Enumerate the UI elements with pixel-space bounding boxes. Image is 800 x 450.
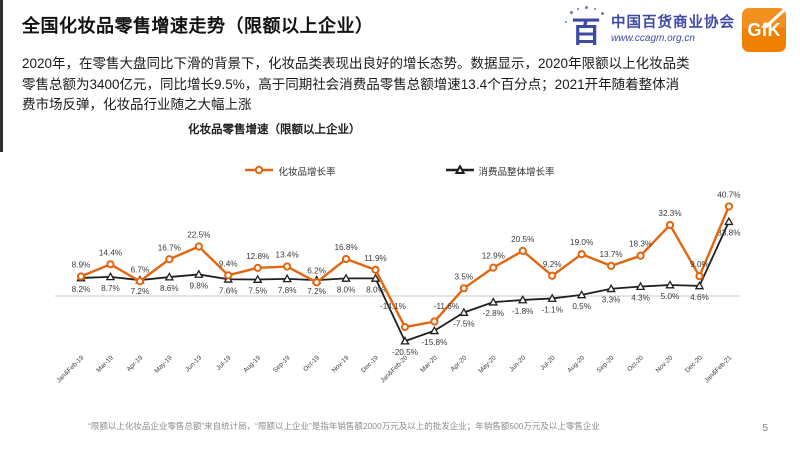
data-point-label: 6.2% [307, 266, 326, 275]
data-point-label: 11.9% [364, 254, 387, 263]
data-point-label: 6.7% [131, 265, 150, 274]
legend-item-consumer-goods: 消费品整体增长率 [445, 163, 555, 178]
x-axis-tick-label: Aug-20 [566, 354, 586, 374]
x-axis-tick-label: Jun-19 [184, 354, 203, 373]
logo-dot [565, 21, 567, 23]
legend-label: 化妆品增长率 [278, 167, 336, 178]
data-point-label: 9.4% [219, 259, 238, 268]
data-point-label: 8.7% [101, 284, 120, 293]
data-point-label: -2.8% [483, 309, 504, 318]
x-axis-tick-label: Sep-19 [272, 354, 292, 374]
data-point-label: 13.4% [276, 251, 299, 260]
data-point-label: 7.2% [131, 287, 150, 296]
logo-group: 百 中国百货商业协会 www.ccagm.org.cn GfK [565, 6, 786, 52]
legend-item-cosmetics: 化妆品增长率 [245, 164, 336, 178]
data-point-label: 8.6% [160, 284, 179, 293]
x-axis-tick-label: Mar-19 [95, 354, 115, 374]
data-point-label: -20.5% [392, 348, 418, 357]
data-point-label: 7.5% [248, 287, 267, 296]
logo-dot [577, 8, 579, 10]
x-axis-tick-label: Jan&Feb-19 [55, 354, 85, 384]
data-point-label: 5.0% [661, 292, 680, 301]
association-url: www.ccagm.org.cn [611, 33, 695, 45]
logo-dot [594, 8, 596, 10]
association-mark-glyph: 百 [571, 17, 601, 49]
x-axis-tick-label: Aug-19 [242, 354, 262, 374]
chart-title: 化妆品零售增速（限额以上企业） [188, 124, 361, 136]
logo-dot [570, 11, 573, 14]
x-axis-tick-label: May-20 [477, 354, 498, 375]
page-title: 全国化妆品零售增速走势（限额以上企业） [22, 16, 374, 36]
data-point-label: -1.8% [512, 307, 533, 316]
data-point-label: -7.5% [453, 320, 474, 329]
data-point-label: 9.8% [189, 281, 208, 290]
data-point-label: 12.9% [482, 252, 505, 261]
data-point-label: 7.8% [278, 286, 297, 295]
association-logo-icon: 百 [565, 6, 604, 51]
x-axis-tick-label: Nov-19 [331, 354, 351, 374]
data-point-label: 22.5% [187, 231, 210, 240]
x-axis-tick-label: Dec-19 [360, 354, 380, 374]
page-number: 5 [762, 423, 768, 434]
x-axis-tick-label: Jan&Feb-21 [703, 354, 733, 384]
x-axis-tick-label: Apr-20 [450, 354, 469, 373]
data-point-label: 12.8% [246, 252, 269, 261]
x-axis-tick-label: Jul-20 [539, 354, 557, 372]
data-point-label: 32.3% [658, 209, 681, 218]
gfk-logo-label: GfK [747, 19, 781, 40]
x-axis-tick-label: Nov-20 [655, 354, 675, 374]
data-point-label: 40.7% [717, 190, 740, 199]
chart-legend: 化妆品增长率 消费品整体增长率 [0, 163, 800, 178]
data-point-label: 9.2% [543, 260, 562, 269]
logo-dot [585, 6, 588, 9]
data-point-label: 3.3% [602, 296, 621, 305]
data-point-label: 8.0% [366, 285, 385, 294]
data-point-label: -15.8% [421, 338, 447, 347]
data-point-label: -1.1% [542, 305, 563, 314]
data-point-label: 8.9% [72, 260, 91, 269]
x-axis-tick-label: Dec-20 [684, 354, 704, 374]
x-axis-tick-label: Jul-19 [215, 354, 233, 372]
data-point-label: 18.3% [629, 240, 652, 249]
data-point-label: 33.8% [717, 229, 740, 238]
data-point-label: 16.8% [334, 243, 357, 252]
data-point-label: 14.4% [99, 248, 122, 257]
x-axis-tick-label: Oct-20 [626, 354, 645, 373]
x-axis-tick-label: Mar-20 [419, 354, 439, 374]
data-point-label: 7.2% [307, 287, 326, 296]
data-point-label: 3.5% [455, 272, 474, 281]
data-point-label: 9.0% [690, 260, 709, 269]
body-paragraph: 2020年，在零售大盘同比下滑的背景下，化妆品类表现出良好的增长态势。数据显示，… [22, 56, 690, 113]
legend-label: 消费品整体增长率 [478, 167, 555, 178]
association-text: 中国百货商业协会 www.ccagm.org.cn [611, 14, 735, 45]
x-axis-tick-label: Sep-20 [596, 354, 616, 374]
logo-dot [601, 12, 604, 15]
x-axis-tick-label: Jun-20 [508, 354, 527, 373]
data-point-label: -11.6% [434, 302, 459, 311]
association-name: 中国百货商业协会 [611, 14, 735, 31]
data-point-label: 8.2% [72, 285, 91, 294]
screen-edge-artifact [0, 0, 3, 152]
consumer-goods-series-marker-icon [445, 163, 474, 178]
gfk-logo: GfK [742, 8, 786, 52]
data-point-label: 19.0% [570, 238, 593, 247]
data-point-label: 4.3% [631, 294, 650, 303]
data-point-label: 0.5% [572, 302, 591, 311]
data-point-label: 8.0% [337, 285, 356, 294]
data-point-label: 4.6% [690, 293, 709, 302]
footnote: “限额以上化妆品企业零售总额”来自统计局，“限额以上企业”是指年销售额2000万… [88, 421, 600, 431]
x-axis-tick-label: Jan&Feb-20 [379, 354, 409, 384]
x-axis-tick-label: Oct-19 [302, 354, 321, 373]
growth-line-chart: Jan&Feb-19 Mar-19 Apr-19 May-19 Jun-19 Jul-19… [55, 190, 741, 384]
x-axis-tick-label: May-19 [153, 354, 174, 375]
x-axis-tick-label: Apr-19 [126, 354, 145, 373]
data-point-label: 20.5% [511, 235, 534, 244]
cosmetics-series-marker-icon [245, 165, 274, 178]
data-point-label: -14.1% [380, 302, 406, 311]
data-point-label: 7.6% [219, 286, 238, 295]
data-point-label: 13.7% [599, 250, 622, 259]
data-point-label: 16.7% [158, 243, 181, 252]
